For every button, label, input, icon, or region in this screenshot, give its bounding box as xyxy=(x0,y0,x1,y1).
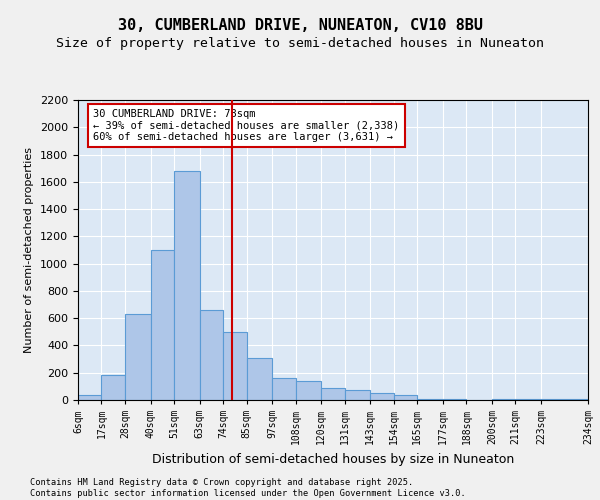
Bar xyxy=(101,376,125,400)
Bar xyxy=(345,390,370,400)
Bar xyxy=(78,394,101,400)
Bar xyxy=(370,393,394,400)
Bar xyxy=(272,378,296,400)
Bar xyxy=(125,314,151,400)
X-axis label: Distribution of semi-detached houses by size in Nuneaton: Distribution of semi-detached houses by … xyxy=(152,452,514,466)
Text: 30, CUMBERLAND DRIVE, NUNEATON, CV10 8BU: 30, CUMBERLAND DRIVE, NUNEATON, CV10 8BU xyxy=(118,18,482,32)
Bar xyxy=(174,171,200,400)
Bar xyxy=(394,394,417,400)
Bar xyxy=(443,398,466,400)
Y-axis label: Number of semi-detached properties: Number of semi-detached properties xyxy=(25,147,34,353)
Bar xyxy=(321,388,345,400)
Bar xyxy=(223,332,247,400)
Text: 30 CUMBERLAND DRIVE: 78sqm
← 39% of semi-detached houses are smaller (2,338)
60%: 30 CUMBERLAND DRIVE: 78sqm ← 39% of semi… xyxy=(94,109,400,142)
Bar xyxy=(296,381,321,400)
Bar xyxy=(417,398,443,400)
Text: Size of property relative to semi-detached houses in Nuneaton: Size of property relative to semi-detach… xyxy=(56,37,544,50)
Bar xyxy=(151,250,174,400)
Bar xyxy=(247,358,272,400)
Text: Contains HM Land Registry data © Crown copyright and database right 2025.
Contai: Contains HM Land Registry data © Crown c… xyxy=(30,478,466,498)
Bar xyxy=(200,310,223,400)
